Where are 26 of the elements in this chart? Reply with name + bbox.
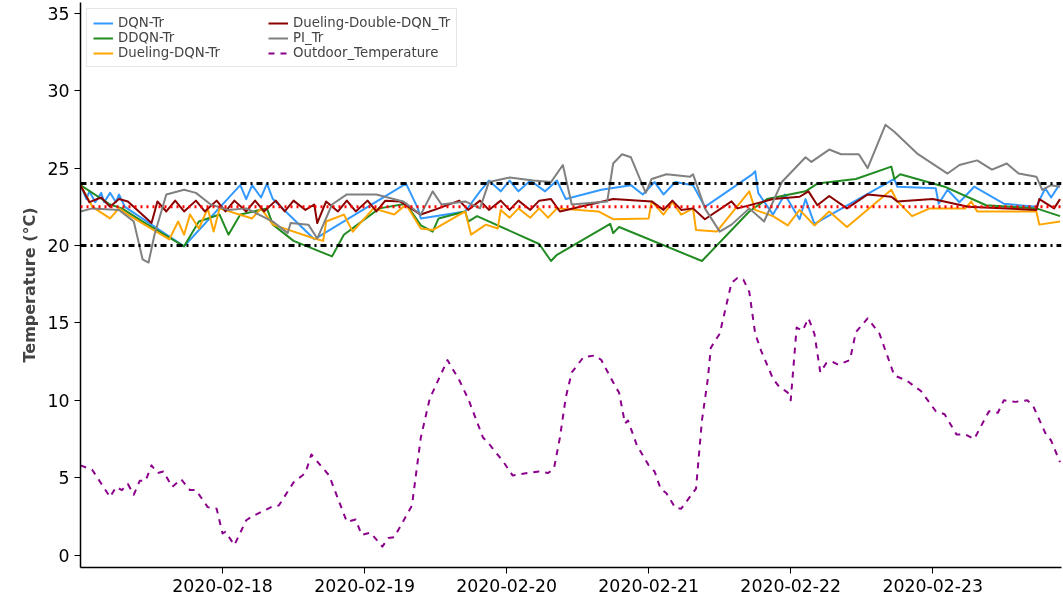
- legend-label: PI_Tr: [293, 30, 324, 45]
- x-tick-label: 2020-02-21: [598, 575, 700, 596]
- line-series: [80, 184, 1062, 225]
- y-tick-label: 25: [47, 158, 70, 179]
- x-tick-label: 2020-02-22: [740, 575, 842, 596]
- x-tick-label: 2020-02-20: [456, 575, 557, 596]
- x-tick-label: 2020-02-18: [172, 575, 273, 596]
- x-tick-label: 2020-02-19: [314, 575, 415, 596]
- legend-label: Dueling-Double-DQN_Tr: [293, 15, 451, 30]
- line-series: [80, 277, 1062, 548]
- legend-label: DDQN-Tr: [118, 30, 176, 45]
- legend-label: Dueling-DQN-Tr: [118, 45, 221, 60]
- y-tick-label: 30: [47, 81, 70, 102]
- legend-label: Outdoor_Temperature: [293, 45, 440, 60]
- y-tick-label: 5: [58, 468, 70, 489]
- y-axis-title: Temperature (°C): [20, 207, 40, 363]
- y-tick-label: 10: [47, 390, 70, 411]
- y-tick-label: 20: [47, 236, 70, 257]
- y-tick-label: 0: [58, 545, 70, 566]
- line-series: [80, 165, 1062, 263]
- y-tick-label: 15: [47, 313, 70, 334]
- line-series: [80, 123, 1062, 264]
- legend-label: DQN-Tr: [118, 15, 165, 30]
- x-tick-label: 2020-02-23: [882, 575, 984, 596]
- line-series: [80, 170, 1062, 248]
- y-tick-label: 35: [47, 3, 70, 24]
